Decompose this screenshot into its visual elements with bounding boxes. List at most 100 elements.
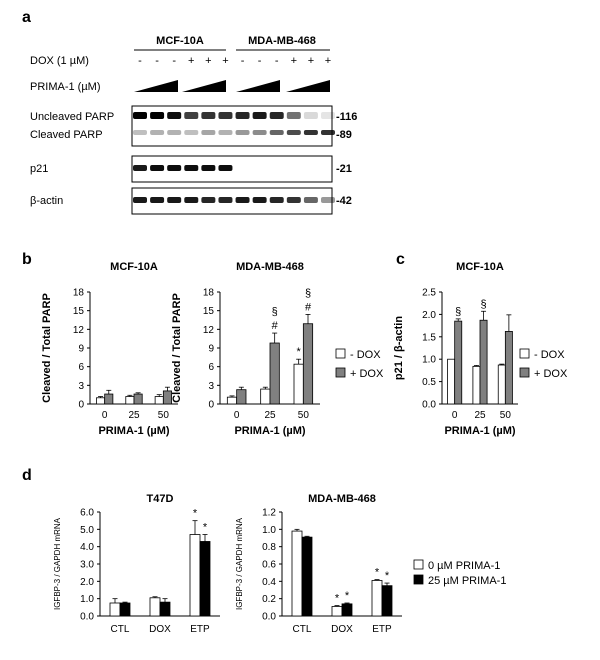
bar-series2-50 [504,331,513,405]
significance-mark: * [335,593,340,605]
dox-sign-lane-12: + [325,55,331,67]
y-tick-label: 18 [73,288,85,299]
prima-wedge-2 [182,80,226,92]
cleaved-parp-band-11 [303,130,318,135]
cleaved-parp-band-3 [167,130,182,135]
legend-dox-b: - DOX + DOX [335,348,384,380]
beta-actin-band-1 [133,197,147,203]
cleaved-parp-band-12 [321,130,335,135]
uncleaved-parp-band-3 [167,112,182,119]
x-tick-label: CTL [293,624,312,635]
bar-series2-50 [302,323,314,405]
bar-series2-ETP [381,585,393,617]
legend-swatch-plus-dox [335,367,346,378]
bar-series2-CTL [301,536,313,617]
cleaved-parp-band-8 [252,130,267,135]
y-tick-label: 1.2 [262,508,276,519]
y-tick-label: 0.2 [262,594,276,605]
p21-band-3 [167,165,182,171]
y-tick-label: 0.0 [422,400,436,411]
blot-header: MCF-10A MDA-MB-468 DOX (1 µM) - - - + + + - - - +… [30,35,331,93]
bar-series2-25 [479,319,488,405]
legend-swatch-minus-dox [335,348,346,359]
bar-series1-DOX [149,597,161,617]
dox-sign-lane-2: - [155,55,159,67]
dox-sign-lane-3: - [172,55,176,67]
kda-116: -116 [336,111,357,123]
bar-series1-0 [226,396,238,405]
y-tick-label: 0.4 [262,577,276,588]
significance-mark: * [193,508,198,520]
y-tick-label: 0.5 [422,377,436,388]
dox-label: DOX (1 µM) [30,55,89,67]
panel-label-c: c [396,251,405,268]
beta-actin-band-3 [167,197,182,203]
blot-label-beta-actin: β-actin [30,195,63,207]
significance-mark: * [203,522,208,534]
dox-sign-lane-6: + [222,55,228,67]
bar-series2-DOX [159,601,171,617]
dox-sign-lane-4: + [188,55,194,67]
beta-actin-band-9 [269,197,284,203]
x-tick-label: 0 [234,410,240,421]
y-tick-label: 18 [203,288,215,299]
panel-label-d: d [22,467,32,484]
legend-label-25um: 25 µM PRIMA-1 [428,575,506,587]
prima-wedge-4 [286,80,330,92]
y-axis-label: Cleaved / Total PARP [171,293,183,403]
uncleaved-parp-band-7 [235,112,250,119]
p21-band-1 [133,165,147,171]
x-axis-label: PRIMA-1 (µM) [234,425,305,437]
significance-mark: § [455,306,461,318]
x-tick-label: DOX [331,624,353,635]
bar-series1-ETP [189,534,201,617]
blot-label-p21: p21 [30,163,48,175]
uncleaved-parp-band-8 [252,112,267,119]
p21-band-5 [201,165,216,171]
chart-title: MCF-10A [456,261,504,273]
x-tick-label: CTL [111,624,130,635]
y-axis-label: IGFBP-3 / GAPDH mRNA [235,517,244,610]
y-tick-label: 1.5 [422,332,436,343]
chart-c: 0.0 0.5 1.0 1.5 2.0 2.5 MCF-10A p21 / β-actin PR… [393,261,518,437]
chart-title: MDA-MB-468 [236,261,304,273]
bar-series1-CTL [291,530,303,617]
y-tick-label: 1.0 [422,355,436,366]
beta-actin-band-10 [286,197,301,203]
bar-series2-0 [454,320,463,405]
dox-sign-lane-9: - [275,55,279,67]
significance-mark: # [305,301,312,313]
significance-mark: # [272,320,279,332]
dox-sign-lane-7: - [241,55,245,67]
blot-label-uncleaved-parp: Uncleaved PARP [30,111,114,123]
significance-mark: § [480,298,486,310]
bar-series1-25 [472,365,481,405]
prima-wedges [134,80,330,92]
uncleaved-parp-band-10 [286,112,301,119]
chart-b-left: 0 3 6 9 12 15 18 MCF-10A Cleaved / Total PARP PRI… [41,261,178,437]
legend-swatch-25um [413,574,424,585]
bar-series2-CTL [119,602,131,617]
p21-band-2 [150,165,165,171]
y-tick-label: 2.5 [422,288,436,299]
x-tick-label: 25 [474,410,486,421]
prima-wedge-1 [134,80,178,92]
y-axis-label: IGFBP-3 / GAPDH mRNA [53,517,62,610]
legend-label-plus-dox-c: + DOX [534,368,568,380]
chart-b-right: 0 3 6 9 12 15 18 MDA-MB-468 Cleaved / Total PARP… [171,261,320,437]
y-tick-label: 2.0 [422,310,436,321]
uncleaved-parp-band-2 [150,112,165,119]
dox-sign-lane-8: - [258,55,262,67]
beta-actin-band-6 [218,197,233,203]
bar-series1-25 [260,388,271,405]
y-tick-label: 0.6 [262,560,276,571]
y-tick-label: 3 [208,381,214,392]
y-tick-label: 12 [73,325,85,336]
chart-title: MDA-MB-468 [308,493,376,505]
legend-label-0um: 0 µM PRIMA-1 [428,560,500,572]
y-tick-label: 3.0 [80,560,94,571]
cleaved-parp-band-1 [133,130,147,135]
bar-series1-CTL [109,602,121,617]
